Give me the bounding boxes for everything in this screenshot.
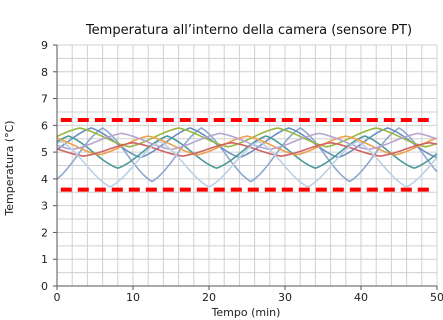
x-tick-label: 0: [54, 291, 61, 304]
y-tick-label: 3: [41, 200, 48, 213]
y-tick-label: 2: [41, 226, 48, 239]
y-axis-label: Temperatura (°C): [3, 120, 16, 216]
series-line-8: [56, 140, 438, 188]
y-tick-label: 5: [41, 146, 48, 159]
x-tick-label: 20: [202, 291, 216, 304]
limit-lines: [60, 117, 434, 192]
y-tick-label: 1: [41, 253, 48, 266]
series-line-7: [56, 132, 438, 151]
series-lines: [56, 127, 438, 188]
chart-title: Temperatura all’interno della camera (se…: [85, 23, 412, 38]
series-line-3: [56, 135, 438, 170]
x-tick-label: 10: [126, 291, 140, 304]
axes: [56, 45, 437, 287]
x-axis-label: Tempo (min): [211, 306, 281, 319]
series-line-4: [56, 127, 438, 148]
series-line-5: [56, 135, 438, 156]
x-tick-label: 40: [354, 291, 368, 304]
y-tick-label: 9: [41, 39, 48, 52]
x-ticks: 0 10 20 30 40 50: [54, 286, 443, 304]
y-tick-label: 4: [41, 173, 48, 186]
x-tick-label: 50: [430, 291, 443, 304]
y-tick-label: 6: [41, 119, 48, 132]
y-tick-label: 7: [41, 93, 48, 106]
y-ticks: 0 1 2 3 4 5 6 7 8 9: [41, 39, 57, 293]
y-tick-label: 0: [41, 280, 48, 293]
y-tick-label: 8: [41, 66, 48, 79]
x-tick-label: 30: [278, 291, 292, 304]
grid: [56, 44, 438, 287]
